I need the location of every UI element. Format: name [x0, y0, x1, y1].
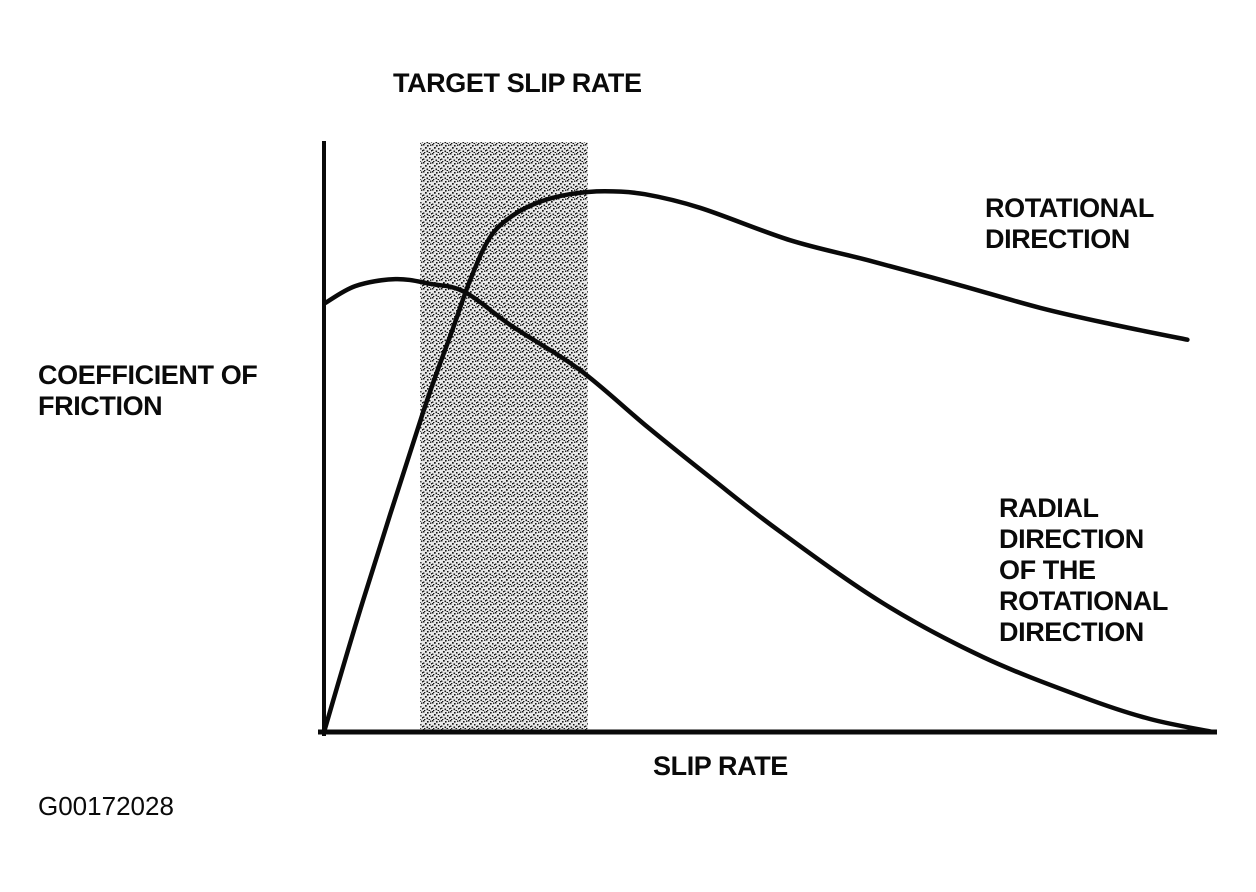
radial-direction-curve — [322, 276, 1216, 735]
rotational-direction-curve — [321, 189, 1190, 735]
chart-title: TARGET SLIP RATE — [393, 68, 642, 98]
radial-direction-curve-label: RADIAL DIRECTION OF THE ROTATIONAL DIREC… — [999, 493, 1168, 647]
curve-layer — [321, 189, 1216, 735]
rotational-direction-curve-label: ROTATIONAL DIRECTION — [985, 193, 1154, 254]
band-layer — [420, 142, 588, 732]
figure-id: G00172028 — [38, 791, 174, 821]
target-slip-rate-band — [420, 142, 588, 732]
y-axis-label: COEFFICIENT OF FRICTION — [38, 360, 258, 421]
x-axis-label: SLIP RATE — [653, 751, 788, 781]
